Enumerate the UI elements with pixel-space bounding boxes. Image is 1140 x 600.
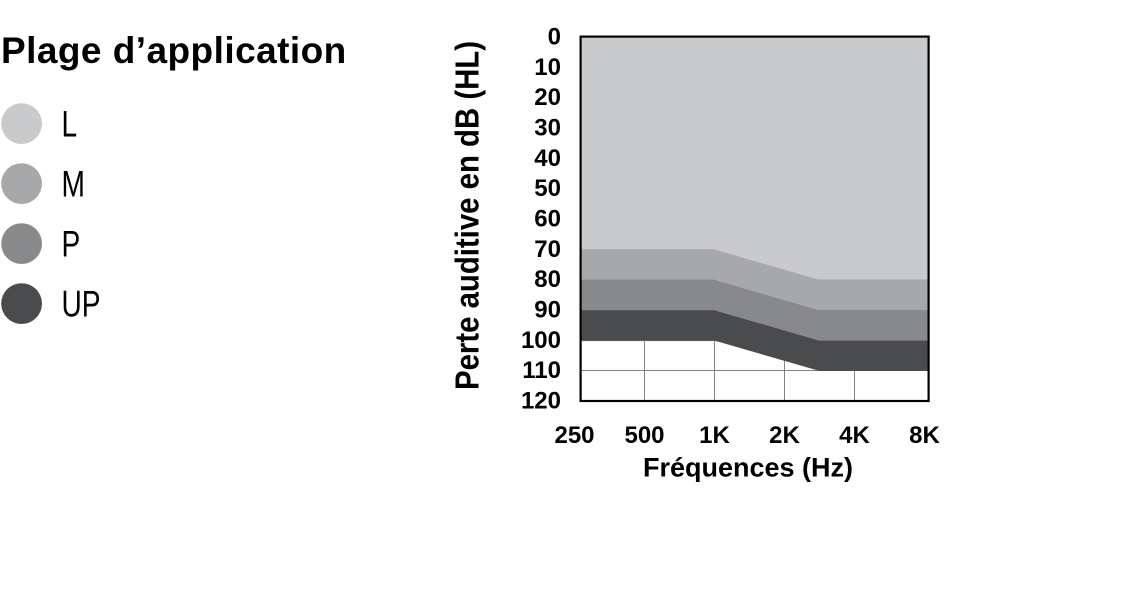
svg-text:60: 60	[534, 206, 561, 233]
svg-text:P: P	[62, 224, 81, 266]
svg-text:Perte auditive en dB (HL): Perte auditive en dB (HL)	[449, 41, 486, 390]
svg-text:80: 80	[534, 266, 561, 293]
svg-text:8K: 8K	[909, 422, 940, 449]
svg-text:1K: 1K	[699, 422, 730, 449]
svg-text:2K: 2K	[769, 422, 800, 449]
svg-text:Fréquences (Hz): Fréquences (Hz)	[643, 453, 853, 483]
svg-text:UP: UP	[62, 284, 101, 326]
svg-text:50: 50	[534, 175, 561, 202]
svg-text:90: 90	[534, 297, 561, 324]
svg-text:20: 20	[534, 84, 561, 111]
svg-text:120: 120	[521, 388, 561, 415]
svg-text:110: 110	[522, 357, 561, 384]
svg-text:70: 70	[534, 236, 561, 263]
svg-text:4K: 4K	[839, 422, 870, 449]
svg-text:250: 250	[554, 422, 594, 449]
svg-text:Plage d’application: Plage d’application	[1, 30, 347, 71]
svg-text:40: 40	[534, 145, 561, 172]
svg-text:M: M	[62, 164, 85, 206]
svg-text:500: 500	[624, 422, 664, 449]
svg-text:0: 0	[548, 24, 561, 51]
svg-text:L: L	[62, 104, 78, 146]
svg-text:10: 10	[534, 54, 561, 81]
svg-text:30: 30	[534, 115, 561, 142]
svg-text:100: 100	[521, 327, 561, 354]
